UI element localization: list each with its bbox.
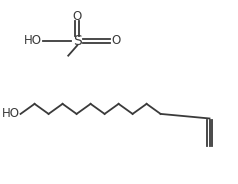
Text: HO: HO [24,34,42,47]
Text: S: S [73,34,82,48]
Text: HO: HO [1,107,20,120]
Text: O: O [112,34,121,47]
Text: O: O [73,10,82,23]
